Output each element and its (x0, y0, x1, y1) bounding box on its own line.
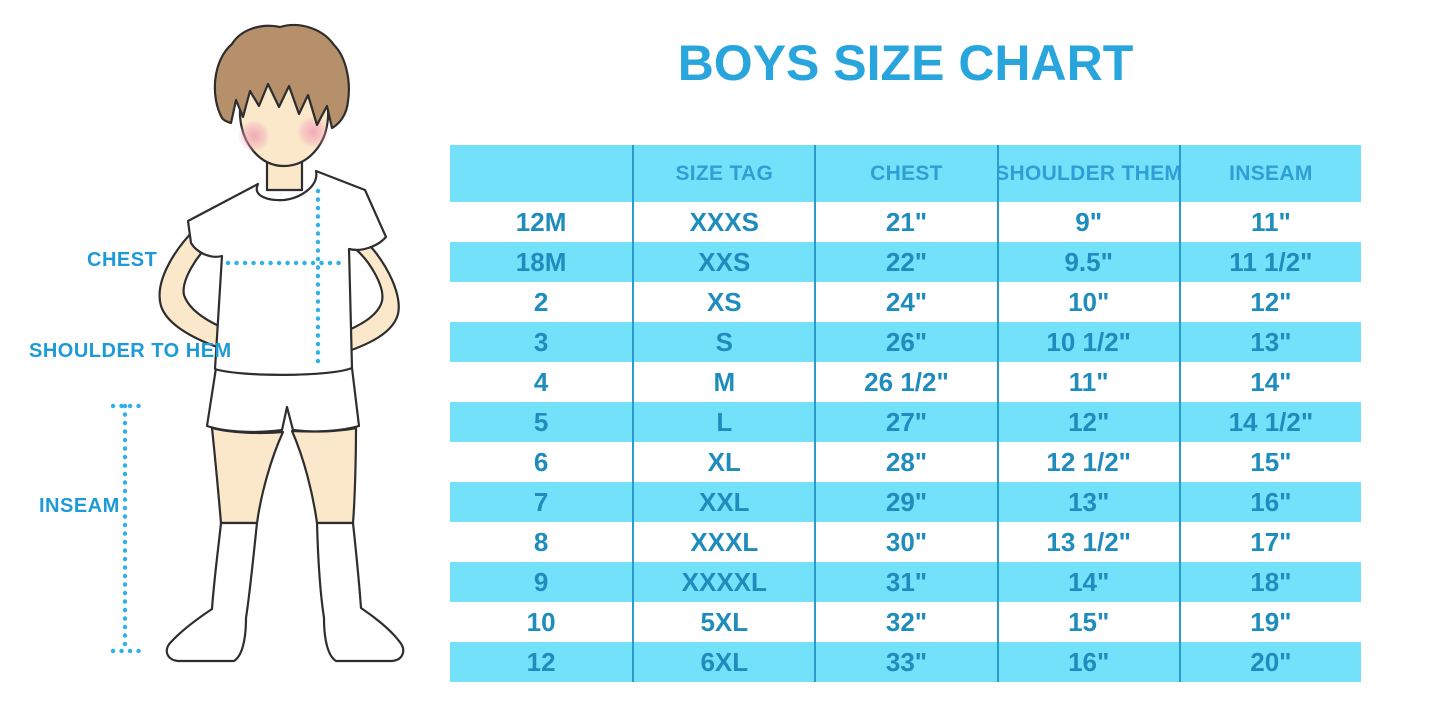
inseam-measurement-label: INSEAM (39, 495, 120, 517)
table-cell: 32" (814, 602, 996, 642)
boy-figure-illustration (110, 23, 405, 663)
table-cell: L (632, 402, 814, 442)
table-cell: 17" (1178, 522, 1361, 562)
table-cell: 5XL (632, 602, 814, 642)
boy-leg-right (290, 426, 358, 525)
header-cell-shoulder: SHOULDER THEM (996, 145, 1179, 202)
table-cell: 9 (533, 566, 549, 597)
table-cell: 12 1/2" (996, 442, 1179, 482)
boy-tshirt (186, 169, 388, 376)
size-chart-table: SIZE TAG CHEST SHOULDER THEM INSEAM 12M … (450, 145, 1361, 682)
table-cell: 12" (996, 402, 1179, 442)
table-row: 10 5XL 32" 15" 19" (450, 602, 1361, 642)
table-row: 8 XXXL 30" 13 1/2" 17" (450, 522, 1361, 562)
table-cell: 14 1/2" (1178, 402, 1361, 442)
table-cell: 15" (996, 602, 1179, 642)
table-row: 3 S 26" 10 1/2" 13" (450, 322, 1361, 362)
header-cell-size (450, 145, 632, 202)
table-row: 12M XXXS 21" 9" 11" (450, 202, 1361, 242)
table-cell: 10 1/2" (996, 322, 1179, 362)
table-cell: 11" (996, 362, 1179, 402)
table-cell: 28" (814, 442, 996, 482)
table-cell: 19" (1178, 602, 1361, 642)
table-cell: 24" (814, 282, 996, 322)
header-cell-inseam: INSEAM (1178, 145, 1361, 202)
table-cell: 15" (1178, 442, 1361, 482)
table-cell: M (632, 362, 814, 402)
table-cell: 26" (814, 322, 996, 362)
boy-cheek-right (297, 116, 329, 148)
table-row: 12 6XL 33" 16" 20" (450, 642, 1361, 682)
table-cell: 6 (533, 446, 549, 477)
table-cell: XXS (632, 242, 814, 282)
table-cell: 22" (814, 242, 996, 282)
table-cell: 26 1/2" (814, 362, 996, 402)
boy-cheek-left (238, 120, 270, 152)
table-row: 9 XXXXL 31" 14" 18" (450, 562, 1361, 602)
table-row: 18M XXS 22" 9.5" 11 1/2" (450, 242, 1361, 282)
table-cell: 20" (1178, 642, 1361, 682)
table-cell: 13" (996, 482, 1179, 522)
table-cell: XS (632, 282, 814, 322)
table-cell: XXL (632, 482, 814, 522)
table-row: 2 XS 24" 10" 12" (450, 282, 1361, 322)
table-cell: 14" (1178, 362, 1361, 402)
boy-sock-right (315, 521, 405, 663)
table-cell: 8 (533, 526, 549, 557)
table-cell: 12" (1178, 282, 1361, 322)
table-cell: XXXXL (632, 562, 814, 602)
page-title: BOYS SIZE CHART (677, 35, 1134, 91)
table-cell: 18" (1178, 562, 1361, 602)
boy-shorts (205, 366, 361, 433)
table-cell: XXXS (632, 202, 814, 242)
boy-leg-left (210, 426, 285, 525)
table-row: 4 M 26 1/2" 11" 14" (450, 362, 1361, 402)
boy-sock-left (165, 521, 259, 663)
table-cell: 9.5" (996, 242, 1179, 282)
table-cell: 10 (526, 606, 556, 637)
table-cell: 27" (814, 402, 996, 442)
table-cell: 5 (533, 406, 549, 437)
table-cell: 31" (814, 562, 996, 602)
table-cell: 9" (996, 202, 1179, 242)
table-cell: 29" (814, 482, 996, 522)
table-cell: S (632, 322, 814, 362)
table-cell: 13 1/2" (996, 522, 1179, 562)
table-cell: XL (632, 442, 814, 482)
table-row: 6 XL 28" 12 1/2" 15" (450, 442, 1361, 482)
chest-measurement-label: CHEST (87, 249, 158, 271)
table-cell: 10" (996, 282, 1179, 322)
table-cell: 33" (814, 642, 996, 682)
shoulder-to-hem-measurement-label: SHOULDER TO HEM (29, 340, 232, 362)
header-cell-size-tag: SIZE TAG (632, 145, 814, 202)
table-cell: 12M (515, 206, 567, 237)
table-cell: 6XL (632, 642, 814, 682)
table-cell: XXXL (632, 522, 814, 562)
table-cell: 7 (533, 486, 549, 517)
header-cell-chest: CHEST (814, 145, 996, 202)
table-cell: 12 (526, 646, 556, 677)
table-cell: 3 (533, 326, 549, 357)
table-cell: 11" (1178, 202, 1361, 242)
table-row: 5 L 27" 12" 14 1/2" (450, 402, 1361, 442)
table-cell: 30" (814, 522, 996, 562)
table-cell: 11 1/2" (1178, 242, 1361, 282)
table-cell: 4 (533, 366, 549, 397)
table-cell: 16" (996, 642, 1179, 682)
table-cell: 21" (814, 202, 996, 242)
table-row: 7 XXL 29" 13" 16" (450, 482, 1361, 522)
table-cell: 18M (515, 246, 567, 277)
table-cell: 13" (1178, 322, 1361, 362)
table-cell: 16" (1178, 482, 1361, 522)
table-cell: 14" (996, 562, 1179, 602)
table-header-row: SIZE TAG CHEST SHOULDER THEM INSEAM (450, 145, 1361, 202)
table-cell: 2 (533, 286, 549, 317)
boy-hair (213, 23, 350, 130)
